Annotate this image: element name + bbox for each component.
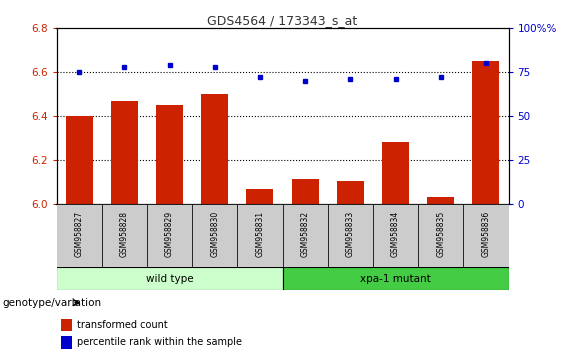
Text: genotype/variation: genotype/variation bbox=[3, 298, 102, 308]
Bar bbox=[61, 319, 72, 331]
Bar bbox=[373, 204, 418, 267]
Bar bbox=[472, 61, 499, 204]
Bar bbox=[337, 181, 364, 204]
Text: GSM958836: GSM958836 bbox=[481, 211, 490, 257]
Bar bbox=[328, 204, 373, 267]
Bar bbox=[111, 101, 138, 204]
Bar bbox=[292, 179, 319, 204]
Text: GSM958827: GSM958827 bbox=[75, 211, 84, 257]
Bar bbox=[427, 197, 454, 204]
Bar bbox=[282, 204, 328, 267]
Bar bbox=[201, 94, 228, 204]
Bar bbox=[237, 204, 282, 267]
Text: GSM958835: GSM958835 bbox=[436, 211, 445, 257]
Text: GSM958831: GSM958831 bbox=[255, 211, 264, 257]
Bar bbox=[102, 204, 147, 267]
Bar bbox=[463, 204, 508, 267]
Bar bbox=[382, 142, 409, 204]
Text: percentile rank within the sample: percentile rank within the sample bbox=[77, 337, 242, 347]
Title: GDS4564 / 173343_s_at: GDS4564 / 173343_s_at bbox=[207, 14, 358, 27]
Bar bbox=[418, 204, 463, 267]
Text: GSM958829: GSM958829 bbox=[165, 211, 174, 257]
Bar bbox=[61, 336, 72, 349]
Bar bbox=[246, 189, 273, 204]
Text: GSM958834: GSM958834 bbox=[391, 211, 400, 257]
Text: GSM958833: GSM958833 bbox=[346, 211, 355, 257]
Bar bbox=[282, 267, 508, 290]
Bar bbox=[66, 116, 93, 204]
Bar bbox=[56, 267, 282, 290]
Text: GSM958828: GSM958828 bbox=[120, 211, 129, 257]
Text: wild type: wild type bbox=[146, 274, 193, 284]
Bar bbox=[192, 204, 237, 267]
Text: GSM958832: GSM958832 bbox=[301, 211, 310, 257]
Bar bbox=[56, 204, 102, 267]
Text: transformed count: transformed count bbox=[77, 320, 168, 330]
Text: GSM958830: GSM958830 bbox=[210, 211, 219, 257]
Bar bbox=[156, 105, 183, 204]
Text: xpa-1 mutant: xpa-1 mutant bbox=[360, 274, 431, 284]
Bar bbox=[147, 204, 192, 267]
